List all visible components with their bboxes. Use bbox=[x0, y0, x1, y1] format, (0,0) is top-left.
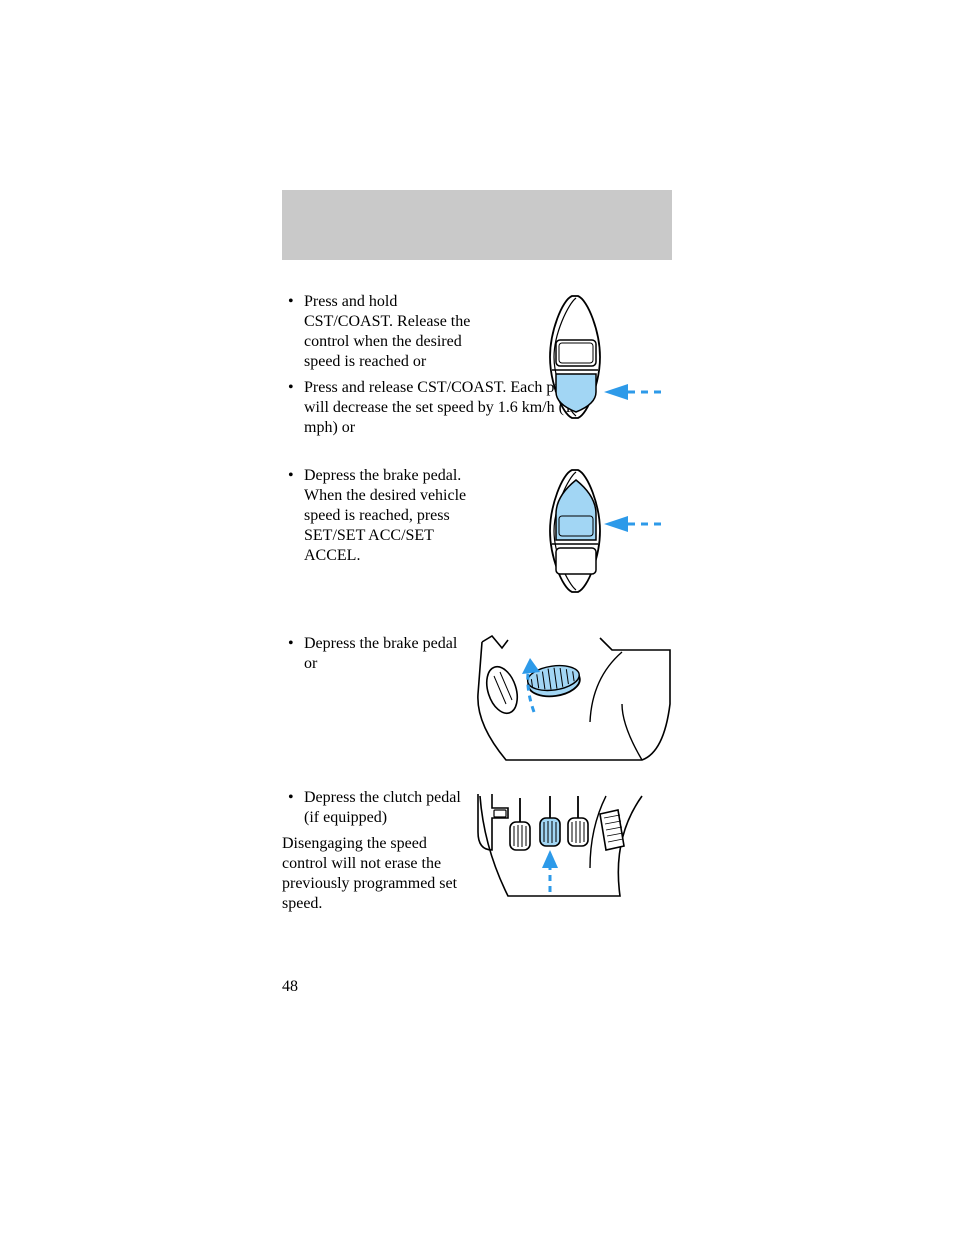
figure-brake-pedal bbox=[472, 634, 672, 764]
block-clutch-pedal: Depress the clutch pedal (if equipped) D… bbox=[282, 788, 672, 914]
header-bar bbox=[282, 190, 672, 260]
bullet-hold-cst: Press and hold CST/COAST. Release the co… bbox=[282, 292, 474, 372]
block-cst-coast: Press and hold CST/COAST. Release the co… bbox=[282, 292, 672, 452]
figure-switch-coast bbox=[532, 292, 672, 422]
manual-page: Press and hold CST/COAST. Release the co… bbox=[0, 0, 954, 1235]
bullet-depress-clutch: Depress the clutch pedal (if equipped) bbox=[282, 788, 474, 828]
bullet-brake-then-set: Depress the brake pedal. When the desire… bbox=[282, 466, 474, 566]
page-number: 48 bbox=[282, 978, 298, 996]
block-set-accel: Depress the brake pedal. When the desire… bbox=[282, 466, 672, 606]
figure-clutch-pedal bbox=[472, 788, 672, 903]
paragraph-disengage-note: Disengaging the speed control will not e… bbox=[282, 834, 458, 914]
content-column: Press and hold CST/COAST. Release the co… bbox=[282, 292, 672, 928]
block-brake-pedal: Depress the brake pedal or bbox=[282, 634, 672, 774]
figure-switch-set bbox=[532, 466, 672, 596]
bullet-depress-brake: Depress the brake pedal or bbox=[282, 634, 474, 674]
